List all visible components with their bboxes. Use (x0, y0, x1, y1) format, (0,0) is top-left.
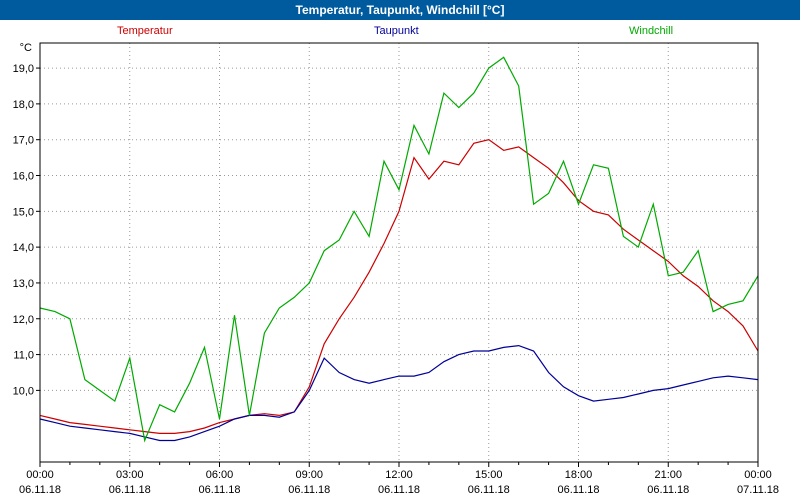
x-tick-time-label: 18:00 (565, 469, 593, 481)
window-titlebar: Temperatur, Taupunkt, Windchill [°C] (0, 0, 800, 20)
x-tick-time-label: 00:00 (26, 469, 54, 481)
legend-taupunkt: Taupunkt (374, 25, 419, 37)
x-tick-date-label: 06.11.18 (19, 484, 61, 496)
x-tick-date-label: 06.11.18 (378, 484, 420, 496)
y-tick-label: 17,0 (13, 135, 34, 147)
series-line-windchill (39, 56, 759, 443)
window-title: Temperatur, Taupunkt, Windchill [°C] (295, 3, 505, 17)
x-tick-time-label: 12:00 (385, 469, 413, 481)
y-tick-label: 16,0 (13, 171, 34, 183)
y-tick-label: 14,0 (13, 242, 34, 254)
x-tick-time-label: 00:00 (744, 469, 772, 481)
x-tick-time-label: 03:00 (116, 469, 144, 481)
x-tick-date-label: 06.11.18 (647, 484, 689, 496)
y-tick-label: 18,0 (13, 99, 34, 111)
plot-frame (39, 42, 759, 463)
x-tick-date-label: 07.11.18 (737, 484, 779, 496)
y-tick-label: 10,0 (13, 385, 34, 397)
x-tick-date-label: 06.11.18 (557, 484, 599, 496)
legend-temperatur: Temperatur (117, 25, 173, 37)
y-tick-label: 15,0 (13, 206, 34, 218)
y-tick-label: 13,0 (13, 278, 34, 290)
x-tick-date-label: 06.11.18 (468, 484, 510, 496)
series-line-temperatur (39, 139, 759, 434)
y-tick-label: 19,0 (13, 63, 34, 75)
series-line-taupunkt (39, 344, 759, 442)
x-tick-time-label: 21:00 (654, 469, 682, 481)
x-tick-date-label: 06.11.18 (109, 484, 151, 496)
x-tick-time-label: 15:00 (475, 469, 503, 481)
x-tick-time-label: 09:00 (295, 469, 323, 481)
y-tick-label: 12,0 (13, 314, 34, 326)
x-tick-date-label: 06.11.18 (288, 484, 330, 496)
x-tick-time-label: 06:00 (206, 469, 234, 481)
y-tick-label: 11,0 (13, 350, 34, 362)
x-tick-date-label: 06.11.18 (198, 484, 240, 496)
line-chart-plot: 19,0 18,0 17,0 16,0 15,0 14,0 13,0 12,0 11,0 10,0… (13, 42, 779, 496)
legend-windchill: Windchill (629, 25, 674, 37)
chart-legend: Temperatur Taupunkt Windchill (0, 20, 800, 42)
y-axis-unit-label: °C (20, 42, 32, 54)
